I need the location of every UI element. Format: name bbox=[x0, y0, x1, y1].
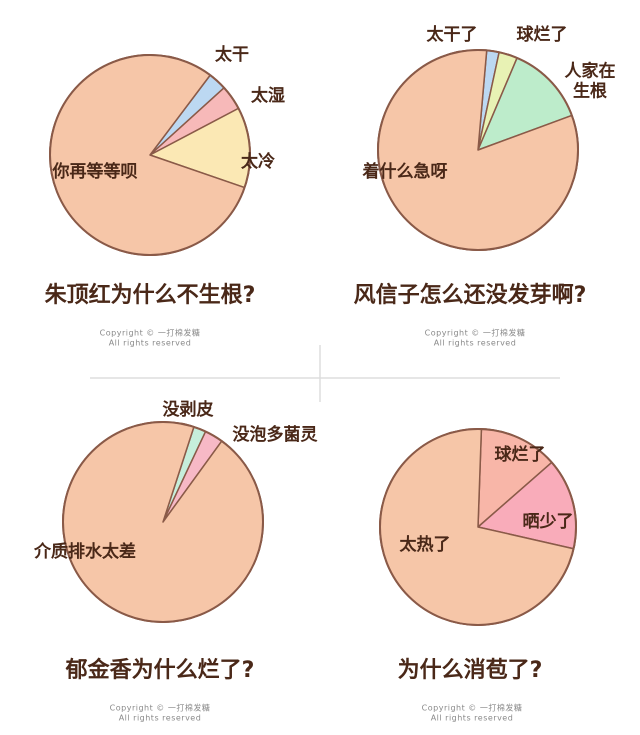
slice-label: 球烂了 bbox=[516, 24, 568, 45]
slice-label: 球烂了 bbox=[494, 444, 546, 465]
chart-title: 郁金香为什么烂了? bbox=[65, 658, 255, 683]
slice-label: 太湿 bbox=[251, 85, 285, 106]
pie-rim bbox=[49, 54, 251, 256]
pie-rim bbox=[379, 428, 577, 626]
pie-rim bbox=[377, 49, 579, 251]
slice-label: 没剥皮 bbox=[162, 399, 214, 420]
copyright: Copyright © 一打棉发糖 bbox=[424, 328, 526, 338]
chart-title: 风信子怎么还没发芽啊? bbox=[353, 283, 587, 308]
chart-title: 为什么消苞了? bbox=[397, 658, 543, 683]
slice-label: 没泡多菌灵 bbox=[232, 424, 318, 445]
slice-label: 着什么急呀 bbox=[362, 161, 448, 182]
chart-title: 朱顶红为什么不生根? bbox=[44, 283, 256, 308]
copyright: Copyright © 一打棉发糖 bbox=[99, 328, 201, 338]
slice-label: 太干 bbox=[215, 44, 249, 65]
pie-slice bbox=[62, 421, 264, 623]
copyright: All rights reserved bbox=[108, 338, 192, 348]
slice-label: 介质排水太差 bbox=[34, 541, 136, 562]
copyright: All rights reserved bbox=[433, 338, 517, 348]
copyright: All rights reserved bbox=[430, 713, 514, 723]
slice-label: 晒少了 bbox=[522, 511, 574, 532]
copyright: Copyright © 一打棉发糖 bbox=[109, 703, 211, 713]
copyright: All rights reserved bbox=[118, 713, 202, 723]
copyright: Copyright © 一打棉发糖 bbox=[421, 703, 523, 713]
slice-label: 太冷 bbox=[241, 151, 275, 172]
pie-rim bbox=[62, 421, 264, 623]
slice-label: 人家在生根 bbox=[564, 61, 616, 102]
slice-label: 太干了 bbox=[426, 24, 478, 45]
slice-label: 你再等等呗 bbox=[52, 161, 138, 182]
slice-label: 太热了 bbox=[399, 534, 451, 555]
